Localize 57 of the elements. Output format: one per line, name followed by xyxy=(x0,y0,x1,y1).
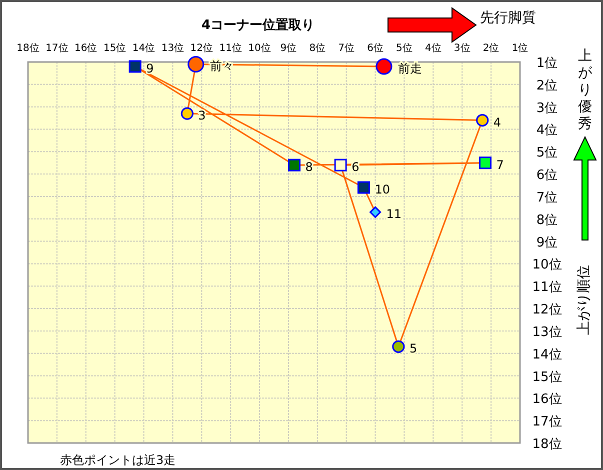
x-tick-label: 11位 xyxy=(219,42,242,54)
x-tick-label: 3位 xyxy=(454,42,470,54)
x-tick-label: 7位 xyxy=(338,42,355,54)
y-tick-label: 6位 xyxy=(536,168,558,184)
y-tick-label: 3位 xyxy=(536,100,558,116)
chart-title: 4コーナー位置取り xyxy=(201,18,315,33)
x-tick-label: 1位 xyxy=(512,42,528,54)
point xyxy=(392,340,405,353)
x-tick-label: 4位 xyxy=(424,42,442,54)
y-tick-label: 10位 xyxy=(532,258,562,273)
annotation: 前走 xyxy=(398,61,422,76)
x-tick-label: 6位 xyxy=(367,42,384,54)
x-tick-label: 10位 xyxy=(248,42,271,54)
x-tick-label: 13位 xyxy=(161,42,184,54)
text: 先行脚質 xyxy=(480,10,536,26)
annotation: 5 xyxy=(409,342,418,356)
point xyxy=(476,114,489,127)
annotation: 9 xyxy=(146,61,154,76)
point xyxy=(370,206,382,218)
y-tick-label: 16位 xyxy=(532,392,562,408)
x-tick-label: 9位 xyxy=(280,42,297,54)
y-tick-label: 14位 xyxy=(532,347,562,362)
x-tick-label: 15位 xyxy=(103,42,126,54)
point xyxy=(334,158,347,172)
y-tick-label: 9位 xyxy=(536,235,558,250)
text: 赤色ポイントは近3走 xyxy=(60,453,176,467)
point xyxy=(357,181,370,194)
y-tick-label: 1位 xyxy=(536,56,558,71)
y-tick-label: 8位 xyxy=(536,212,558,228)
annotation: 4 xyxy=(493,115,502,130)
annotation: 10 xyxy=(374,182,390,197)
y-tick-label: 15位 xyxy=(532,370,562,385)
x-tick-label: 18位 xyxy=(16,42,40,54)
text: 上がり優秀 xyxy=(578,48,593,132)
x-tick-label: 16位 xyxy=(74,42,98,54)
x-tick-label: 14位 xyxy=(132,42,156,54)
y-tick-label: 13位 xyxy=(532,324,562,340)
y-tick-label: 18位 xyxy=(532,437,562,452)
y-tick-label: 11位 xyxy=(532,280,562,296)
y-tick-label: 2位 xyxy=(536,78,558,94)
point xyxy=(288,158,301,172)
x-tick-label: 8位 xyxy=(309,42,326,54)
y-tick-label: 4位 xyxy=(536,123,558,138)
annotation: 11 xyxy=(386,207,402,222)
annotation: 7 xyxy=(496,158,504,172)
y-tick-label: 5位 xyxy=(536,146,558,161)
point xyxy=(479,156,492,170)
point xyxy=(128,60,142,73)
x-tick-label: 12位 xyxy=(190,42,214,54)
y-axis-title: 上がり順位 xyxy=(576,265,592,335)
y-tick-label: 7位 xyxy=(536,190,558,206)
x-tick-label: 17位 xyxy=(46,42,68,54)
x-tick-label: 2位 xyxy=(482,42,500,54)
x-tick-label: 5位 xyxy=(396,42,412,54)
point xyxy=(180,107,194,120)
y-tick-label: 17位 xyxy=(532,414,562,430)
y-tick-label: 12位 xyxy=(532,302,562,318)
